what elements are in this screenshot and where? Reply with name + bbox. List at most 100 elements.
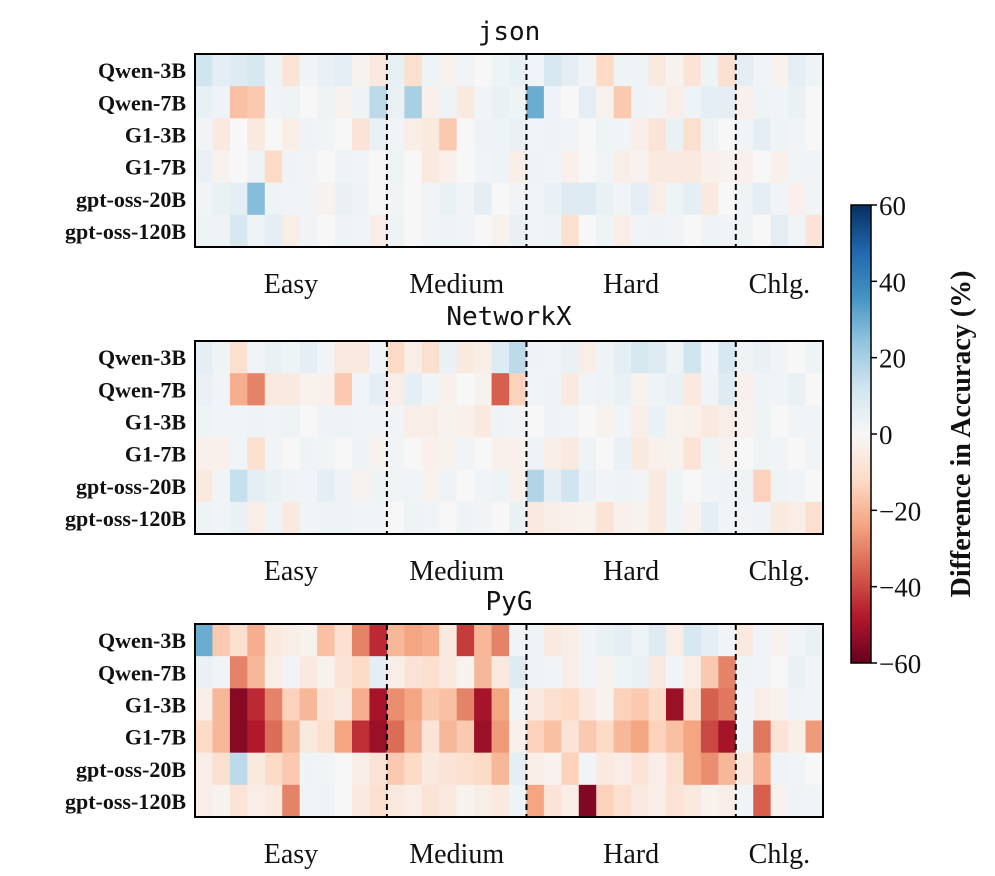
- heatmap-cell: [631, 182, 650, 216]
- heatmap-cell: [561, 54, 580, 87]
- heatmap-cell: [526, 784, 545, 818]
- heatmap-cell: [299, 656, 318, 689]
- heatmap-cell: [195, 501, 214, 535]
- heatmap-cell: [195, 656, 214, 689]
- heatmap-cell: [456, 150, 475, 184]
- panel-title: json: [478, 17, 541, 47]
- heatmap-cell: [247, 469, 266, 503]
- heatmap-cell: [456, 437, 475, 471]
- heatmap-cell: [666, 86, 685, 119]
- heatmap-cell: [352, 784, 371, 818]
- heatmap-cell: [578, 752, 597, 786]
- heatmap-cell: [631, 720, 650, 754]
- heatmap-cell: [648, 720, 667, 754]
- heatmap-cell: [404, 86, 423, 119]
- heatmap-cell: [770, 118, 789, 152]
- panel-frame: [194, 340, 824, 535]
- heatmap-cell: [352, 118, 371, 152]
- heatmap-cell: [631, 437, 650, 471]
- heatmap-cell: [596, 501, 615, 535]
- heatmap-cell: [386, 752, 405, 786]
- heatmap-cell: [386, 501, 405, 535]
- heatmap-cell: [299, 341, 318, 374]
- heatmap-cell: [561, 373, 580, 406]
- heatmap-cell: [229, 752, 248, 786]
- heatmap-cell: [666, 405, 685, 439]
- heatmap-cell: [247, 752, 266, 786]
- heatmap-cell: [282, 784, 301, 818]
- heatmap-cell: [264, 784, 283, 818]
- heatmap-cell: [788, 720, 807, 754]
- heatmap-cell: [526, 54, 545, 87]
- heatmap-cell: [805, 720, 824, 754]
- heatmap-cell: [369, 150, 388, 184]
- heatmap-cell: [631, 501, 650, 535]
- heatmap-cell: [247, 150, 266, 184]
- heatmap-cell: [509, 150, 528, 184]
- heatmap-cell: [543, 405, 562, 439]
- heatmap-cell: [561, 150, 580, 184]
- heatmap-cell: [247, 656, 266, 689]
- heatmap-cell: [683, 405, 702, 439]
- heatmap-cell: [195, 752, 214, 786]
- heatmap-cell: [648, 86, 667, 119]
- heatmap-cell: [264, 624, 283, 657]
- heatmap-cell: [421, 182, 440, 216]
- heatmap-cell: [666, 784, 685, 818]
- heatmap-cell: [229, 182, 248, 216]
- heatmap-cell: [456, 784, 475, 818]
- heatmap-cell: [526, 752, 545, 786]
- heatmap-cell: [718, 182, 737, 216]
- heatmap-cell: [683, 182, 702, 216]
- heatmap-cell: [282, 720, 301, 754]
- heatmap-cell: [334, 118, 353, 152]
- heatmap-cell: [264, 182, 283, 216]
- heatmap-cell: [299, 214, 318, 248]
- heatmap-cell: [788, 469, 807, 503]
- heatmap-cell: [735, 656, 754, 689]
- heatmap-cell: [247, 214, 266, 248]
- heatmap-cell: [700, 624, 719, 657]
- heatmap-cell: [509, 54, 528, 87]
- heatmap-cell: [491, 784, 510, 818]
- heatmap-cell: [474, 501, 493, 535]
- heatmap-cell: [788, 373, 807, 406]
- heatmap-cell: [386, 182, 405, 216]
- heatmap-cell: [509, 405, 528, 439]
- heatmap-cell: [474, 656, 493, 689]
- heatmap-cell: [631, 656, 650, 689]
- heatmap-cell: [770, 437, 789, 471]
- heatmap-cell: [526, 501, 545, 535]
- heatmap-cell: [456, 118, 475, 152]
- heatmap-cell: [195, 54, 214, 87]
- heatmap-cell: [229, 624, 248, 657]
- heatmap-cell: [456, 405, 475, 439]
- heatmap-cell: [578, 86, 597, 119]
- heatmap-cell: [683, 150, 702, 184]
- heatmap-cell: [561, 720, 580, 754]
- heatmap-cell: [718, 118, 737, 152]
- heatmap-cell: [770, 656, 789, 689]
- heatmap-cell: [282, 501, 301, 535]
- heatmap-cell: [229, 214, 248, 248]
- heatmap-cell: [352, 752, 371, 786]
- heatmap-cell: [509, 182, 528, 216]
- row-label: gpt-oss-20B: [76, 474, 186, 499]
- heatmap-cell: [421, 86, 440, 119]
- heatmap-cell: [456, 373, 475, 406]
- heatmap-cell: [404, 624, 423, 657]
- heatmap-cell: [613, 150, 632, 184]
- heatmap-cell: [247, 118, 266, 152]
- heatmap-cell: [386, 405, 405, 439]
- heatmap-cell: [369, 182, 388, 216]
- heatmap-cell: [439, 118, 458, 152]
- heatmap-cell: [334, 784, 353, 818]
- heatmap-cell: [526, 624, 545, 657]
- heatmap-cell: [596, 624, 615, 657]
- heatmap-cell: [474, 752, 493, 786]
- heatmap-cell: [683, 437, 702, 471]
- heatmap-cell: [282, 150, 301, 184]
- heatmap-cell: [195, 784, 214, 818]
- heatmap-cell: [404, 373, 423, 406]
- heatmap-cell: [491, 752, 510, 786]
